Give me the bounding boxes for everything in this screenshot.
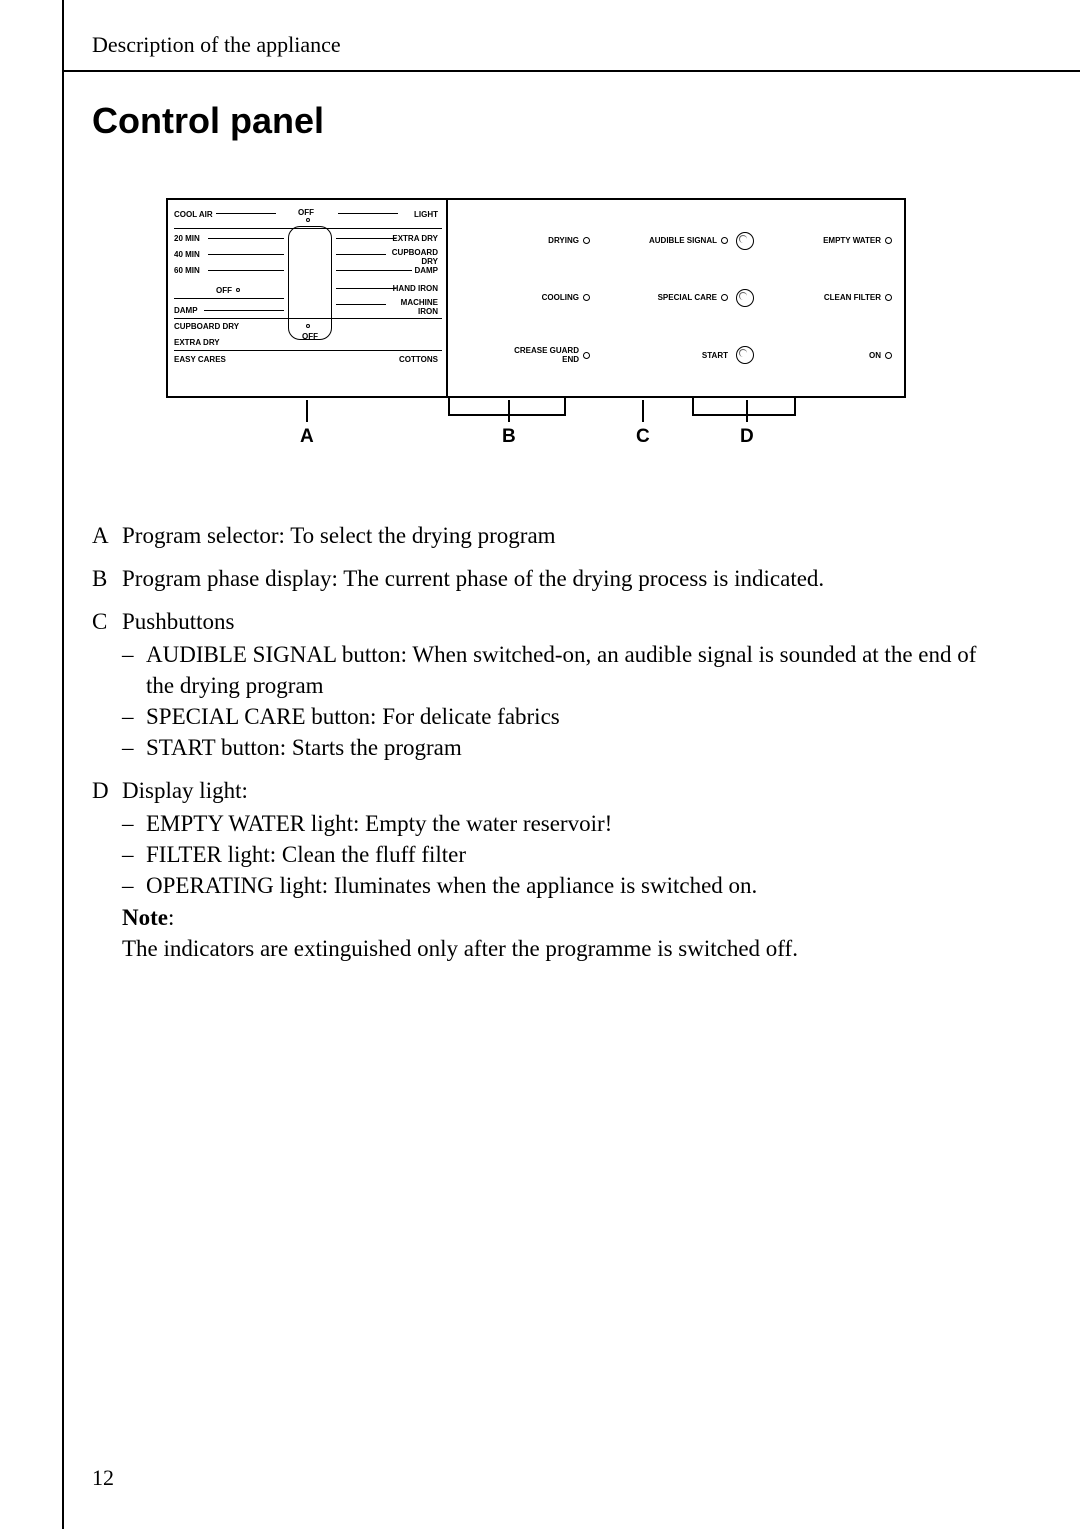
desc-C-sub3: START button: Starts the program — [146, 732, 462, 763]
desc-D-sub3: OPERATING light: Iluminates when the app… — [146, 870, 757, 901]
desc-C-sub2: SPECIAL CARE button: For delicate fabric… — [146, 701, 560, 732]
desc-D-sub1: EMPTY WATER light: Empty the water reser… — [146, 808, 612, 839]
selector-dial — [288, 226, 332, 340]
light-clean-filter: CLEAN FILTER — [762, 275, 892, 320]
indicator-zone: DRYING AUDIBLE SIGNAL EMPTY WATER COOLIN… — [448, 200, 904, 396]
desc-C: C Pushbuttons –AUDIBLE SIGNAL button: Wh… — [92, 606, 980, 763]
light-on: ON — [762, 333, 892, 378]
callout-row: A B C D — [166, 400, 906, 460]
desc-B-letter: B — [92, 563, 122, 594]
sel-60min: 60 MIN — [174, 266, 200, 275]
desc-B-text: Program phase display: The current phase… — [122, 563, 980, 594]
btn-start: START — [598, 333, 754, 378]
sel-extradry-r: EXTRA DRY — [392, 234, 438, 243]
desc-C-text: Pushbuttons — [122, 606, 980, 637]
desc-D-letter: D — [92, 775, 122, 963]
sel-20min: 20 MIN — [174, 234, 200, 243]
sel-extradry-l: EXTRA DRY — [174, 338, 220, 347]
desc-A: A Program selector: To select the drying… — [92, 520, 980, 551]
callout-B: B — [502, 400, 516, 448]
sel-cottons: COTTONS — [399, 355, 438, 364]
callout-D: D — [740, 400, 754, 448]
sel-cupboarddry-r: CUPBOARD DRY — [392, 248, 438, 266]
btn-audible-signal: AUDIBLE SIGNAL — [598, 218, 754, 263]
desc-D-sub2: FILTER light: Clean the fluff filter — [146, 839, 466, 870]
sel-light: LIGHT — [414, 210, 438, 219]
sel-cool-air: COOL AIR — [174, 210, 213, 219]
desc-D: D Display light: –EMPTY WATER light: Emp… — [92, 775, 980, 963]
desc-D-text: Display light: — [122, 775, 980, 806]
program-selector: COOL AIR OFF LIGHT 20 MIN 40 MIN 60 MIN … — [168, 200, 448, 396]
callout-C: C — [636, 400, 650, 448]
light-drying: DRYING — [460, 218, 590, 263]
page-frame: Description of the appliance Control pan… — [62, 0, 1080, 1529]
sel-damp: DAMP — [174, 306, 198, 315]
sel-off-top: OFF — [298, 208, 314, 217]
btn-special-care: SPECIAL CARE — [598, 275, 754, 320]
light-crease-guard: CREASE GUARD END — [460, 333, 590, 378]
desc-A-letter: A — [92, 520, 122, 551]
header-section-label: Description of the appliance — [64, 0, 1080, 72]
control-panel-diagram: COOL AIR OFF LIGHT 20 MIN 40 MIN 60 MIN … — [166, 198, 906, 460]
page-number: 12 — [92, 1465, 114, 1491]
sel-off-bot: OFF — [302, 332, 318, 341]
description-list: A Program selector: To select the drying… — [92, 520, 980, 964]
sel-off-mid: OFF — [216, 286, 232, 295]
note-text: The indicators are extinguished only aft… — [122, 933, 980, 964]
sel-machineiron: MACHINE IRON — [401, 298, 438, 316]
callout-A: A — [300, 400, 314, 448]
desc-C-sub1: AUDIBLE SIGNAL button: When switched-on,… — [146, 639, 980, 701]
content-area: Control panel COOL AIR OFF LIGHT 20 MIN … — [64, 72, 1080, 964]
sel-cupboard: CUPBOARD DRY — [174, 322, 239, 331]
section-title: Control panel — [92, 100, 980, 142]
light-cooling: COOLING — [460, 275, 590, 320]
sel-easycares: EASY CARES — [174, 355, 226, 364]
desc-C-letter: C — [92, 606, 122, 763]
light-empty-water: EMPTY WATER — [762, 218, 892, 263]
desc-B: B Program phase display: The current pha… — [92, 563, 980, 594]
sel-damp-r: DAMP — [414, 266, 438, 275]
sel-40min: 40 MIN — [174, 250, 200, 259]
desc-A-text: Program selector: To select the drying p… — [122, 520, 980, 551]
sel-handiron: HAND IRON — [393, 284, 438, 293]
note-label: Note — [122, 905, 168, 930]
panel-outline: COOL AIR OFF LIGHT 20 MIN 40 MIN 60 MIN … — [166, 198, 906, 398]
